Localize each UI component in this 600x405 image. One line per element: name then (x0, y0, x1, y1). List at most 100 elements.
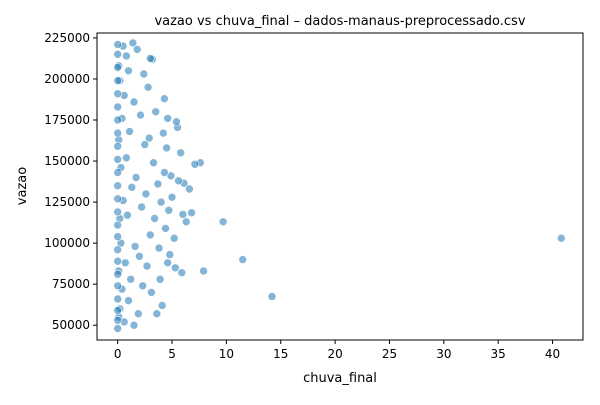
data-point (162, 143, 171, 153)
data-point (113, 207, 122, 217)
data-point (160, 168, 169, 177)
data-point (113, 245, 122, 254)
data-point (137, 202, 146, 212)
data-point (121, 258, 130, 268)
x-tick-label: 0 (114, 347, 122, 361)
data-point (113, 306, 122, 315)
data-point (141, 189, 151, 199)
data-point (131, 173, 141, 182)
x-tick-label: 5 (168, 347, 176, 361)
data-point (161, 224, 170, 233)
data-point (238, 255, 247, 264)
data-point (113, 142, 122, 151)
data-point (190, 160, 200, 169)
data-point (113, 220, 122, 230)
data-point (124, 66, 133, 76)
data-point (113, 256, 122, 266)
data-point (113, 269, 122, 279)
data-point (113, 324, 122, 333)
data-point (151, 107, 160, 117)
data-point (157, 301, 167, 310)
data-point (153, 179, 163, 189)
data-point (146, 54, 155, 63)
data-point (156, 197, 166, 207)
y-tick-label: 200000 (44, 72, 90, 86)
chart-title: vazao vs chuva_final – dados-manaus-prep… (154, 14, 525, 29)
y-tick-label: 175000 (44, 113, 90, 127)
data-point (136, 110, 145, 120)
x-tick-label: 40 (545, 347, 560, 361)
data-point (113, 294, 122, 304)
x-axis-label: chuva_final (303, 371, 377, 386)
data-point (174, 176, 183, 186)
data-point (177, 268, 187, 278)
data-point (113, 281, 122, 291)
data-point (144, 133, 154, 143)
y-tick-label: 100000 (44, 236, 90, 250)
data-point (113, 194, 122, 204)
data-point (187, 208, 196, 218)
y-tick-label: 150000 (44, 154, 90, 168)
data-point (113, 232, 122, 241)
data-point (140, 140, 150, 149)
data-point (129, 320, 139, 330)
data-point (130, 242, 140, 251)
data-point (125, 127, 134, 136)
data-point (181, 217, 191, 227)
y-tick-label: 225000 (44, 31, 90, 45)
data-point (122, 153, 131, 163)
x-axis: 0 5 10 15 20 25 30 35 40 (114, 340, 560, 361)
data-point (113, 115, 122, 125)
points-layer (113, 38, 566, 333)
x-tick-label: 15 (273, 347, 288, 361)
y-axis-label: vazao (15, 167, 30, 205)
data-point (171, 263, 180, 273)
plot-frame (96, 32, 584, 341)
data-point (169, 233, 179, 243)
data-point (113, 168, 122, 177)
data-point (163, 114, 172, 123)
data-point (123, 210, 132, 220)
x-tick-label: 10 (219, 347, 234, 361)
data-point (113, 102, 122, 112)
x-tick-label: 25 (382, 347, 397, 361)
y-tick-label: 125000 (44, 195, 90, 209)
data-point (143, 82, 153, 92)
data-point (218, 217, 228, 227)
data-point (138, 281, 147, 291)
data-point (165, 250, 175, 259)
data-point (149, 158, 158, 167)
data-point (267, 292, 277, 301)
data-point (164, 206, 174, 215)
data-point (132, 45, 142, 54)
data-point (134, 309, 143, 319)
data-point (113, 128, 122, 138)
data-point (135, 251, 144, 261)
data-point (142, 261, 152, 271)
data-point (556, 233, 566, 243)
x-tick-label: 35 (491, 347, 506, 361)
data-point (127, 183, 137, 192)
data-point (150, 214, 159, 223)
data-point (113, 181, 122, 190)
data-point (113, 155, 122, 164)
data-point (160, 94, 169, 103)
data-point (155, 274, 165, 284)
data-point (146, 230, 155, 240)
data-point (124, 296, 133, 305)
data-point (113, 89, 122, 98)
data-point (126, 274, 135, 284)
x-tick-label: 30 (436, 347, 451, 361)
data-point (163, 258, 172, 268)
data-point (176, 148, 185, 158)
data-point (152, 309, 162, 319)
data-point (185, 184, 194, 194)
data-point (128, 38, 138, 48)
data-point (113, 49, 122, 59)
x-tick-label: 20 (327, 347, 342, 361)
y-axis: 50000 75000 100000 125000 150000 175000 200000… (44, 31, 97, 332)
data-point (199, 266, 208, 276)
data-point (113, 76, 122, 85)
data-point (167, 192, 177, 202)
